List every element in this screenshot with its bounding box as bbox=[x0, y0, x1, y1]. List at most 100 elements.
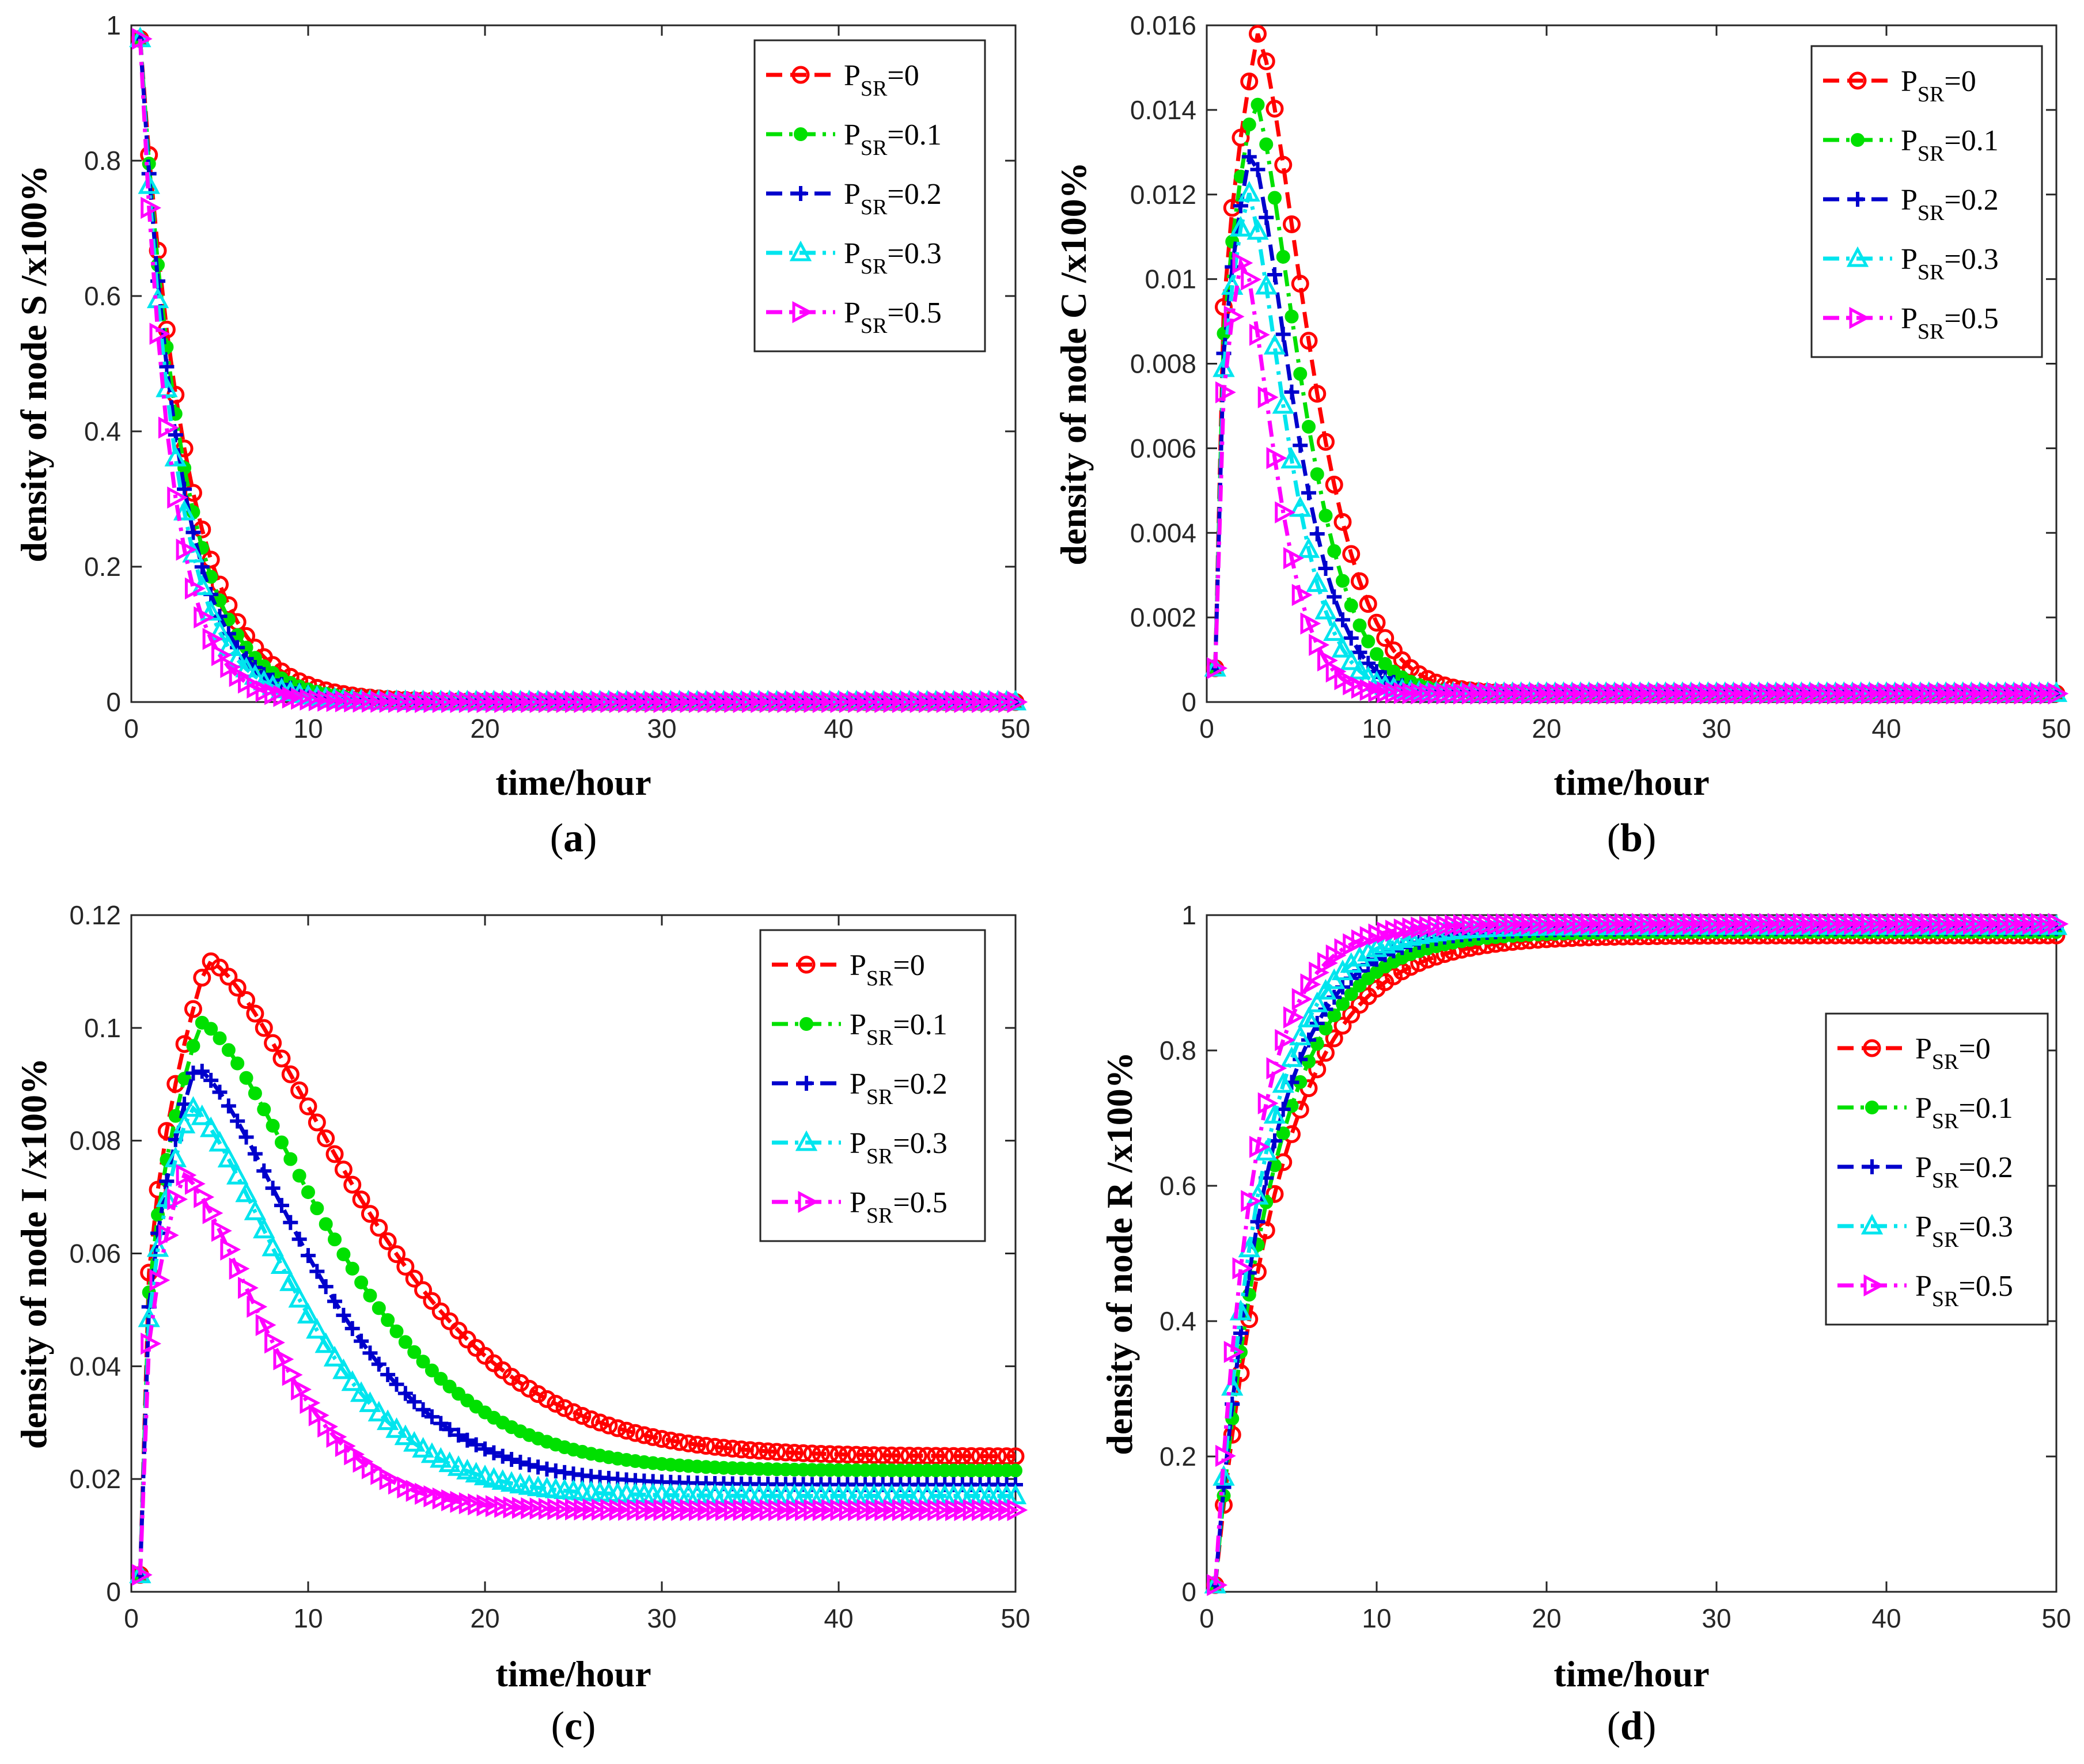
data-point bbox=[460, 1432, 475, 1448]
legend-marker bbox=[793, 186, 808, 201]
data-point bbox=[1225, 259, 1240, 275]
legend-label: PSR=0.1 bbox=[1915, 1092, 2013, 1133]
data-point bbox=[1259, 210, 1274, 225]
data-point bbox=[173, 499, 196, 521]
data-point bbox=[661, 1431, 680, 1450]
data-point bbox=[1207, 657, 1228, 680]
data-point bbox=[420, 1442, 444, 1463]
data-point bbox=[264, 1034, 282, 1052]
data-point bbox=[184, 577, 206, 600]
data-point bbox=[1251, 97, 1265, 112]
x-tick-label: 40 bbox=[824, 1603, 853, 1633]
data-point bbox=[679, 1434, 698, 1452]
x-tick-label: 50 bbox=[2041, 714, 2071, 743]
data-point bbox=[138, 173, 160, 194]
series-5 bbox=[131, 1164, 1028, 1586]
data-point bbox=[1265, 1185, 1284, 1203]
data-point bbox=[1309, 526, 1325, 541]
data-point bbox=[193, 969, 211, 987]
x-tick-label: 40 bbox=[1871, 1603, 1901, 1633]
legend-label: PSR=0.2 bbox=[1901, 184, 1999, 225]
data-point bbox=[1249, 25, 1267, 43]
data-point bbox=[1333, 513, 1352, 531]
data-point bbox=[1004, 1484, 1027, 1505]
data-point bbox=[281, 1065, 300, 1083]
x-tick-label: 0 bbox=[1199, 714, 1214, 743]
y-tick-label: 0.02 bbox=[69, 1464, 121, 1494]
data-point bbox=[1007, 691, 1028, 714]
data-point bbox=[279, 1270, 302, 1291]
data-point bbox=[265, 1181, 281, 1196]
data-point bbox=[194, 606, 215, 629]
panel-caption: (c) bbox=[551, 1704, 596, 1748]
data-point bbox=[1009, 1463, 1022, 1478]
data-point bbox=[246, 1004, 264, 1023]
data-point bbox=[900, 1447, 919, 1465]
data-point bbox=[442, 1379, 457, 1394]
data-point bbox=[323, 1345, 346, 1367]
data-point bbox=[653, 1429, 671, 1448]
data-point bbox=[185, 525, 201, 540]
data-point bbox=[1280, 447, 1303, 469]
data-point bbox=[318, 1279, 334, 1295]
data-point bbox=[431, 1302, 450, 1321]
data-point bbox=[555, 1399, 574, 1417]
legend-marker bbox=[1861, 1213, 1884, 1235]
data-point bbox=[1297, 537, 1320, 558]
data-point bbox=[1263, 333, 1286, 355]
data-point bbox=[1249, 1136, 1270, 1158]
data-point bbox=[247, 1146, 263, 1162]
data-point bbox=[1215, 298, 1233, 316]
data-point bbox=[423, 1292, 441, 1310]
data-point bbox=[1293, 367, 1308, 381]
data-point bbox=[1331, 636, 1354, 658]
data-point bbox=[600, 1416, 618, 1435]
y-tick-label: 0.016 bbox=[1130, 10, 1196, 40]
data-point bbox=[309, 1264, 325, 1279]
data-point bbox=[344, 1321, 360, 1336]
data-point bbox=[1318, 1021, 1333, 1035]
panel-c: 0 10 20 30 40 50 0 0.02 0.04 0.06 0.08 0.1 0.12 PSR=0… bbox=[13, 900, 1030, 1748]
data-point bbox=[425, 1363, 439, 1378]
data-point bbox=[1306, 571, 1328, 592]
data-point bbox=[416, 1355, 430, 1369]
data-point bbox=[1325, 1029, 1343, 1048]
data-point bbox=[1276, 1126, 1290, 1141]
data-point bbox=[1323, 620, 1346, 641]
data-point bbox=[1280, 1046, 1303, 1067]
series-4 bbox=[129, 1096, 1027, 1584]
series-5 bbox=[131, 28, 1028, 714]
y-tick-label: 0 bbox=[106, 1577, 121, 1607]
data-point bbox=[1241, 149, 1257, 165]
data-point bbox=[203, 1072, 219, 1088]
legend-marker bbox=[798, 1190, 819, 1213]
data-point bbox=[385, 1417, 408, 1438]
data-point bbox=[1333, 1016, 1352, 1035]
data-point bbox=[141, 196, 161, 219]
data-point bbox=[146, 1236, 169, 1257]
y-tick-label: 0.2 bbox=[1160, 1441, 1196, 1471]
data-point bbox=[1327, 1008, 1342, 1023]
data-point bbox=[529, 1385, 547, 1403]
data-point bbox=[882, 1446, 901, 1465]
data-point bbox=[794, 1444, 813, 1462]
data-point bbox=[290, 1081, 309, 1099]
data-point bbox=[397, 1386, 413, 1401]
data-point bbox=[1221, 1375, 1244, 1396]
y-tick-label: 1 bbox=[1181, 900, 1196, 930]
data-point bbox=[256, 1163, 272, 1179]
data-point bbox=[184, 1000, 202, 1018]
data-point bbox=[812, 1444, 830, 1463]
data-point bbox=[1265, 100, 1284, 118]
x-tick-label: 10 bbox=[1362, 714, 1391, 743]
data-point bbox=[1348, 946, 1371, 967]
data-point bbox=[264, 1331, 285, 1354]
data-point bbox=[328, 1232, 342, 1247]
data-point bbox=[1257, 52, 1275, 70]
data-point bbox=[927, 1447, 945, 1465]
data-point bbox=[1361, 634, 1376, 648]
data-point bbox=[325, 1145, 344, 1163]
data-point bbox=[247, 1295, 268, 1318]
data-point bbox=[182, 1096, 204, 1117]
data-point bbox=[131, 1564, 153, 1586]
